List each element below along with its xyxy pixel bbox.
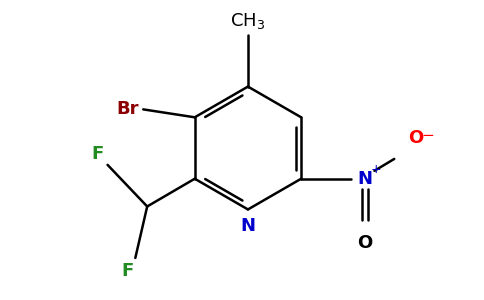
Text: O: O (357, 234, 372, 252)
Text: O: O (408, 129, 424, 147)
Text: Br: Br (117, 100, 139, 118)
Text: −: − (422, 128, 434, 142)
Text: N: N (357, 170, 372, 188)
Text: CH$_3$: CH$_3$ (230, 11, 266, 31)
Text: F: F (121, 262, 133, 280)
Text: F: F (91, 145, 104, 163)
Text: +: + (370, 163, 381, 176)
Text: N: N (241, 218, 256, 236)
